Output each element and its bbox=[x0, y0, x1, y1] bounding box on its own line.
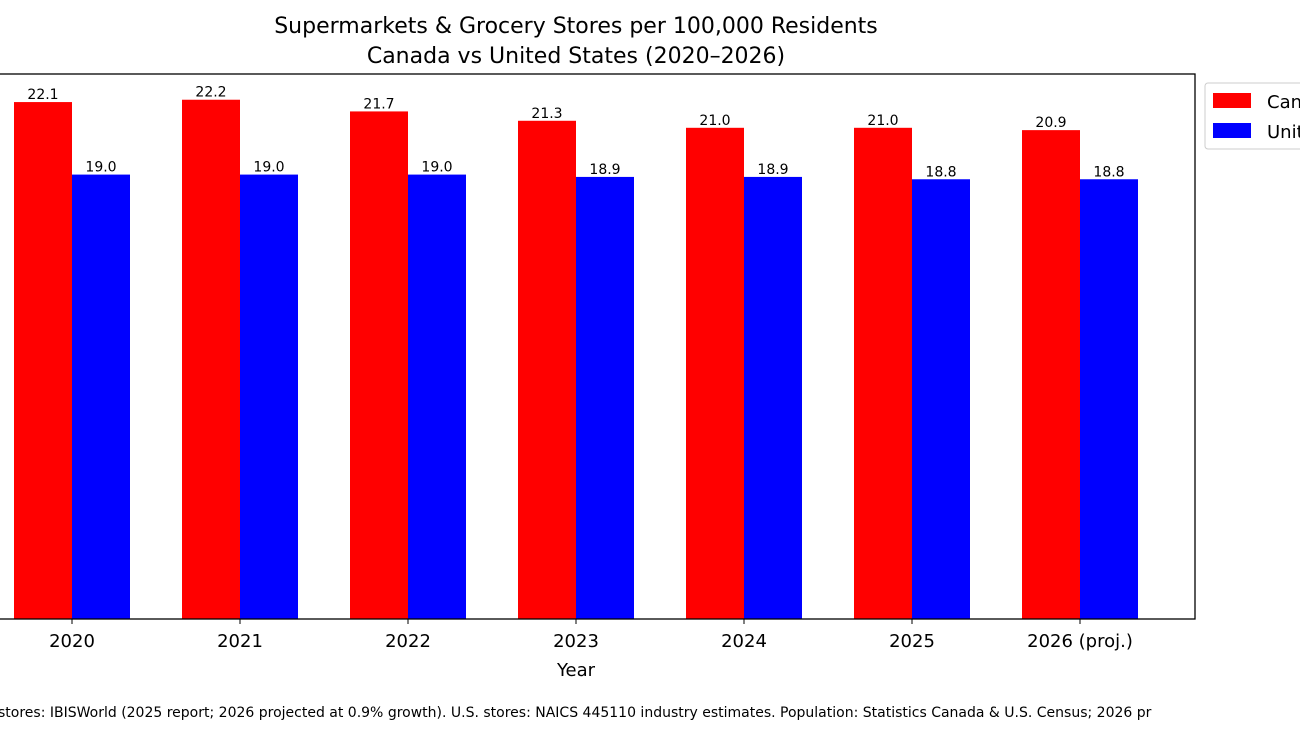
plot-area-frame bbox=[0, 73, 1196, 620]
data-label-united-states-1: 19.0 bbox=[253, 160, 284, 176]
chart-title: Supermarkets & Grocery Stores per 100,00… bbox=[274, 14, 878, 39]
bar-canada-3 bbox=[518, 120, 576, 619]
bar-canada-5 bbox=[854, 127, 912, 620]
bar-canada-4 bbox=[686, 127, 744, 620]
data-label-canada-4: 21.0 bbox=[699, 113, 730, 129]
bar-canada-6 bbox=[1022, 130, 1080, 620]
x-tick-label: 2022 bbox=[385, 631, 431, 652]
bar-united-states-1 bbox=[240, 174, 298, 619]
data-label-united-states-4: 18.9 bbox=[757, 162, 788, 178]
x-tick-label: 2021 bbox=[217, 631, 263, 652]
data-label-united-states-3: 18.9 bbox=[589, 162, 620, 178]
x-axis-label: Year bbox=[556, 660, 596, 681]
data-label-united-states-0: 19.0 bbox=[85, 160, 116, 176]
bar-canada-1 bbox=[182, 99, 240, 619]
legend-label-canada: Canada bbox=[1267, 92, 1300, 113]
x-tick-label: 2026 (proj.) bbox=[1027, 631, 1133, 652]
footnote: stores: IBISWorld (2025 report; 2026 pro… bbox=[0, 705, 1152, 721]
x-tick-label: 2020 bbox=[49, 631, 95, 652]
data-label-canada-1: 22.2 bbox=[195, 85, 226, 101]
data-label-united-states-6: 18.8 bbox=[1093, 164, 1124, 180]
x-tick-label: 2025 bbox=[889, 631, 935, 652]
data-label-canada-6: 20.9 bbox=[1035, 115, 1066, 131]
bar-united-states-6 bbox=[1080, 179, 1138, 619]
legend-swatch-united-states bbox=[1213, 123, 1251, 138]
data-label-canada-0: 22.1 bbox=[27, 87, 58, 103]
bar-united-states-3 bbox=[576, 176, 634, 619]
legend-label-united-states: United States bbox=[1267, 122, 1300, 143]
x-tick-label: 2023 bbox=[553, 631, 599, 652]
legend-swatch-canada bbox=[1213, 93, 1251, 108]
bar-canada-2 bbox=[350, 111, 408, 619]
data-label-canada-3: 21.3 bbox=[531, 106, 562, 122]
bar-united-states-0 bbox=[72, 174, 130, 619]
bar-united-states-5 bbox=[912, 179, 970, 619]
chart-subtitle: Canada vs United States (2020–2026) bbox=[367, 44, 785, 69]
data-label-canada-2: 21.7 bbox=[363, 96, 394, 112]
bar-united-states-4 bbox=[744, 176, 802, 619]
bar-canada-0 bbox=[14, 102, 72, 620]
x-tick-label: 2024 bbox=[721, 631, 767, 652]
data-label-canada-5: 21.0 bbox=[867, 113, 898, 129]
data-label-united-states-5: 18.8 bbox=[925, 164, 956, 180]
bar-united-states-2 bbox=[408, 174, 466, 619]
data-label-united-states-2: 19.0 bbox=[421, 160, 452, 176]
legend: Canada United States bbox=[1204, 82, 1300, 150]
